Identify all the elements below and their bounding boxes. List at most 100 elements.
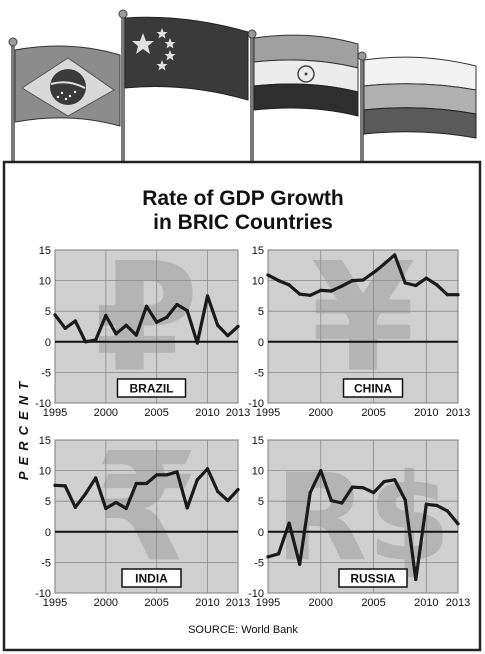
russia-data-point [329, 498, 333, 503]
russia-data-point [403, 498, 407, 502]
russia-data-point [393, 478, 397, 482]
russia-ytick-label: 10 [252, 466, 264, 478]
china-data-point [424, 276, 428, 280]
russia-data-point [382, 480, 386, 484]
russia-ytick-label: 0 [258, 527, 264, 539]
brazil-data-point [63, 326, 67, 330]
russia-data-point [319, 469, 323, 473]
india-xtick-label: 2010 [195, 597, 219, 609]
brazil-data-point [226, 334, 230, 338]
russia-data-point [414, 577, 418, 582]
russia-label-box [338, 568, 408, 588]
india-label-box [121, 568, 182, 588]
russia-data-point [298, 562, 302, 566]
china-ytick-label: -5 [254, 367, 264, 379]
brazil-data-point [124, 323, 128, 327]
russia-data-point [371, 491, 376, 495]
brazil-data-point [94, 338, 98, 342]
china-xtick-label: 2010 [414, 407, 438, 419]
china-data-point [266, 273, 270, 277]
russia-xtick-label: 1995 [256, 597, 280, 609]
china-data-point [382, 262, 386, 266]
india-data-point [83, 492, 88, 496]
brazil-ytick-label: 5 [45, 306, 51, 318]
china-flag-icon [124, 16, 249, 101]
china-data-point [456, 293, 460, 297]
russia-xtick-label: 2013 [446, 597, 470, 609]
russia-data-point [308, 491, 312, 495]
china-ytick-label: 15 [252, 245, 264, 257]
brazil-ytick-label: -10 [35, 398, 51, 410]
brazil-flag-icon [14, 45, 121, 127]
india-data-point [175, 470, 179, 474]
china-xtick-label: 1995 [256, 407, 280, 419]
russia-data-point [340, 501, 344, 505]
russia-data-point [361, 486, 365, 490]
source-note: SOURCE: World Bank [188, 624, 298, 636]
china-data-point [435, 283, 439, 287]
brazil-xtick-label: 2010 [195, 407, 219, 419]
india-xtick-label: 2000 [94, 597, 118, 609]
china-xtick-label: 2005 [361, 407, 385, 419]
china-xtick-label: 2000 [309, 407, 333, 419]
russia-data-point [445, 509, 450, 513]
china-data-point [361, 278, 365, 282]
china-data-point [393, 253, 397, 257]
china-label-box [342, 378, 404, 398]
russia-ytick-label: 5 [258, 496, 264, 508]
india-xtick-label: 1995 [43, 597, 67, 609]
china-data-point [287, 283, 291, 287]
china-data-point [308, 293, 312, 297]
china-country-label: CHINA [354, 382, 392, 396]
india-ytick-label: 10 [39, 466, 51, 478]
china-data-point [403, 281, 407, 285]
chart-title-line1: Rate of GDP Growth [142, 187, 343, 210]
india-data-point [94, 476, 98, 480]
y-axis-label: PERCENT [16, 376, 31, 480]
brazil-data-point [155, 320, 159, 324]
brazil-ytick-label: -5 [41, 367, 51, 379]
russia-data-point [424, 502, 428, 506]
china-ytick-label: 0 [258, 337, 264, 349]
india-data-point [226, 498, 230, 503]
brazil-data-point [114, 332, 118, 336]
india-data-point [73, 505, 77, 509]
russia-ytick-label: -10 [248, 588, 264, 600]
brazil-currency-watermark: ₽ [94, 231, 198, 405]
india-ytick-label: 15 [39, 435, 51, 447]
russia-data-point [276, 552, 281, 556]
brazil-data-point [144, 304, 149, 308]
india-ytick-label: 5 [45, 496, 51, 508]
china-data-point [340, 284, 344, 288]
russia-ytick-label: 15 [252, 435, 264, 447]
brazil-data-point [73, 319, 77, 323]
india-data-point [155, 473, 159, 477]
china-xtick-label: 2013 [446, 407, 470, 419]
brazil-xtick-label: 2000 [94, 407, 118, 419]
china-data-point [414, 283, 418, 288]
brazil-data-point [216, 323, 220, 327]
russia-data-point [287, 521, 291, 525]
russia-country-label: RUSSIA [350, 572, 396, 586]
russia-data-point [435, 503, 439, 508]
india-data-point [104, 506, 108, 511]
brazil-data-point [236, 324, 240, 329]
india-xtick-label: 2013 [226, 597, 250, 609]
india-data-point [144, 481, 149, 486]
india-data-point [63, 484, 67, 488]
india-data-point [195, 478, 199, 482]
india-ytick-label: 0 [45, 527, 51, 539]
china-data-point [350, 279, 355, 283]
russia-flag-icon [363, 56, 477, 139]
flag-poles [8, 9, 367, 166]
brazil-ytick-label: 10 [39, 276, 51, 288]
russia-data-point [456, 522, 460, 526]
brazil-data-point [83, 340, 88, 344]
chart-title-line2: in BRIC Countries [153, 211, 333, 234]
brazil-xtick-label: 2005 [144, 407, 168, 419]
india-currency-watermark: ₹ [94, 421, 198, 595]
